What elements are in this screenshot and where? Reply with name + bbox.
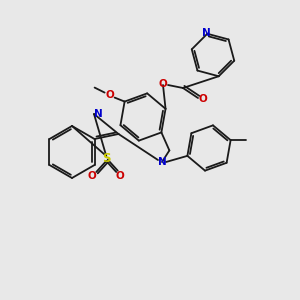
Text: O: O [88,171,97,181]
Text: O: O [105,90,114,100]
Text: S: S [102,152,110,166]
Text: O: O [199,94,207,104]
Text: N: N [94,109,102,119]
Text: O: O [159,79,167,89]
Text: O: O [116,171,124,181]
Text: N: N [202,28,211,38]
Text: N: N [158,157,166,167]
